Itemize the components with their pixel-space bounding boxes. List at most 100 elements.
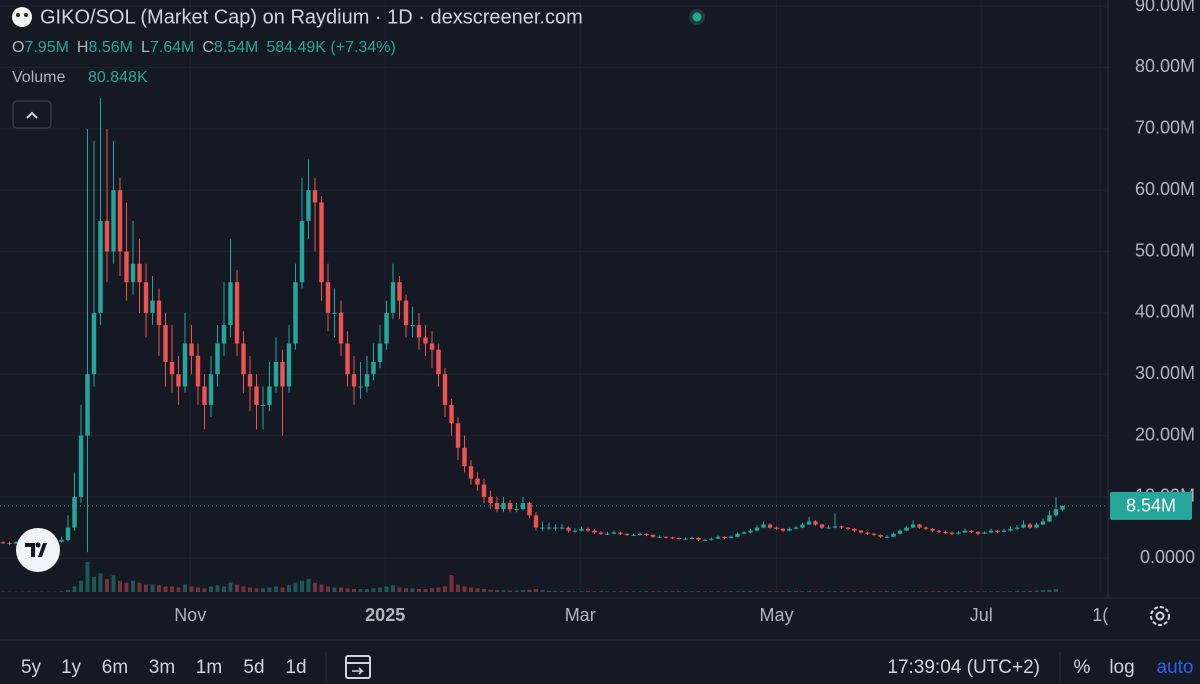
- volume-bar: [794, 590, 798, 592]
- volume-bar: [787, 590, 792, 592]
- gear-inner[interactable]: [1155, 611, 1165, 621]
- volume-bar: [274, 586, 278, 592]
- volume-bar: [735, 591, 740, 592]
- range-button[interactable]: 1y: [61, 657, 82, 678]
- x-tick-label: Jul: [970, 605, 993, 625]
- range-button[interactable]: 6m: [102, 657, 128, 678]
- candle-body: [865, 532, 870, 534]
- ohlc-key: C: [202, 39, 214, 56]
- candle-body: [384, 312, 389, 344]
- volume-bar: [696, 591, 701, 592]
- y-tick-label: 40.00M: [1135, 302, 1195, 322]
- collapse-box[interactable]: [12, 100, 52, 129]
- range-button[interactable]: 5y: [21, 657, 42, 678]
- candle-body: [689, 538, 695, 540]
- volume-bar: [430, 588, 434, 592]
- volume-bar: [573, 591, 577, 592]
- chart-title: GIKO/SOL (Market Cap) on Raydium · 1D · …: [40, 6, 583, 28]
- volume-bar: [963, 591, 967, 592]
- volume-bar: [521, 590, 525, 592]
- volume-bar: [540, 590, 545, 592]
- change-value: 584.49K (+7.34%): [266, 39, 395, 56]
- tv-logo[interactable]: [16, 528, 60, 572]
- scale-option[interactable]: log: [1109, 657, 1134, 678]
- volume-bar: [352, 589, 356, 592]
- candle-body: [663, 536, 669, 538]
- volume-bar: [956, 591, 961, 592]
- clock: 17:39:04 (UTC+2): [887, 657, 1040, 678]
- candle-body: [85, 374, 90, 436]
- range-button[interactable]: 5d: [243, 657, 264, 678]
- candle-body: [507, 503, 513, 510]
- volume-bar: [384, 586, 389, 592]
- volume-bar: [755, 591, 759, 592]
- volume-bar: [222, 586, 226, 592]
- candle-body: [819, 524, 825, 528]
- volume-bar: [215, 585, 220, 592]
- y-tick-label: 0.0000: [1140, 547, 1195, 567]
- calendar-arrow[interactable]: [352, 667, 364, 675]
- range-button[interactable]: 3m: [149, 657, 175, 678]
- candle-body: [358, 386, 363, 388]
- candle-body: [754, 527, 760, 531]
- candle-body: [676, 538, 682, 540]
- candles: [0, 98, 1065, 553]
- scale-option[interactable]: %: [1074, 657, 1091, 678]
- candle-body: [884, 536, 890, 538]
- candle-body: [897, 530, 903, 534]
- candle-body: [130, 263, 136, 283]
- last-price-box: [1110, 491, 1192, 520]
- candle-body: [280, 361, 285, 387]
- candle-body: [1034, 524, 1039, 528]
- candle-body: [540, 527, 545, 529]
- collapse-chevron[interactable]: [26, 111, 38, 119]
- candle-body: [832, 526, 838, 528]
- volume-bar: [969, 591, 974, 592]
- calendar-icon[interactable]: [345, 655, 371, 679]
- candle-body: [241, 343, 246, 375]
- candle-body: [325, 282, 331, 313]
- volume-title: Volume: [12, 69, 65, 86]
- volume-bar: [1002, 591, 1006, 592]
- candle-body: [709, 538, 714, 540]
- range-button[interactable]: 1d: [285, 657, 306, 678]
- candle-body: [475, 478, 480, 485]
- candle-body: [670, 537, 675, 539]
- collapse-button[interactable]: [12, 100, 52, 129]
- settings-icon[interactable]: [1150, 606, 1170, 626]
- candle-body: [273, 361, 279, 387]
- volume-bar: [800, 591, 805, 592]
- candle-body: [637, 533, 643, 535]
- volume-bar: [1008, 591, 1013, 592]
- volume-bar: [306, 578, 311, 592]
- token-icon-eye: [16, 13, 20, 17]
- tv-logo-dot[interactable]: [35, 542, 41, 548]
- candle-body: [793, 527, 799, 529]
- volume-bar: [443, 586, 447, 592]
- candle-body: [286, 343, 292, 387]
- range-button[interactable]: 1m: [196, 657, 222, 678]
- candle-body: [150, 300, 155, 313]
- tv-logo-mark[interactable]: [25, 543, 47, 557]
- volume-bar: [508, 590, 512, 592]
- candle-body: [702, 539, 708, 541]
- candle-body: [858, 530, 864, 533]
- volume-bar: [137, 582, 142, 592]
- candle-body: [202, 386, 207, 405]
- candle-body: [566, 527, 571, 531]
- volume-bar: [1021, 590, 1026, 592]
- volume-bar: [501, 590, 506, 592]
- candle-body: [592, 530, 597, 533]
- volume-bar: [118, 580, 122, 592]
- candle-body: [117, 190, 123, 252]
- candle-body: [364, 374, 370, 387]
- candle-body: [13, 542, 19, 544]
- candle-body: [826, 527, 831, 529]
- scale-option[interactable]: auto: [1157, 657, 1194, 678]
- date-range-button[interactable]: [345, 655, 371, 679]
- tv-logo-bg[interactable]: [16, 528, 60, 572]
- volume-bar: [651, 591, 655, 592]
- candle-body: [351, 374, 357, 387]
- gear-outer[interactable]: [1150, 606, 1170, 626]
- volume-bar: [631, 591, 636, 592]
